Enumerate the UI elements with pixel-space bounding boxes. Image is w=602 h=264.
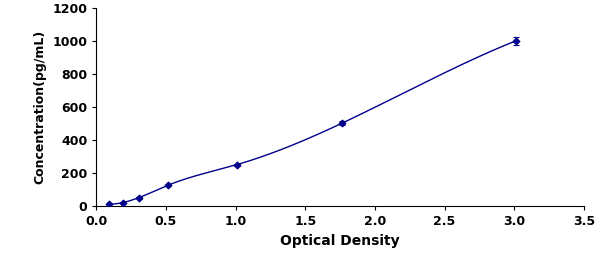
X-axis label: Optical Density: Optical Density	[281, 233, 400, 248]
Y-axis label: Concentration(pg/mL): Concentration(pg/mL)	[34, 30, 47, 184]
